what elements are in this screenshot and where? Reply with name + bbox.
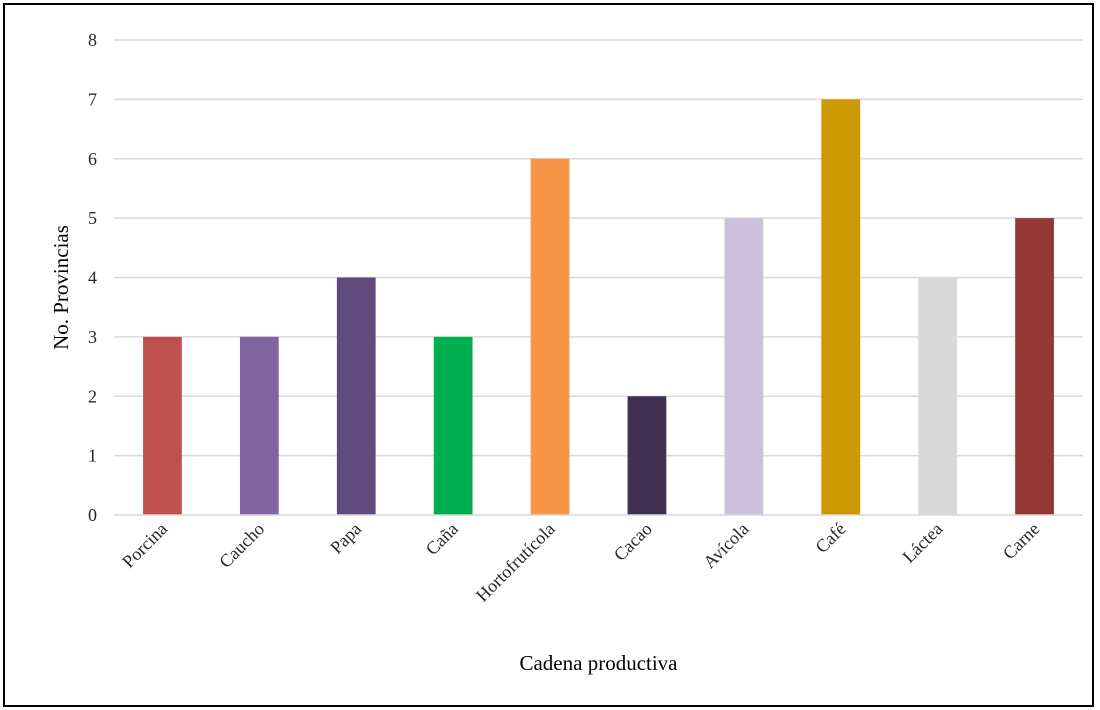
bar-0	[143, 336, 182, 515]
bar-8	[918, 277, 958, 515]
x-tick-label-9: Carne	[999, 519, 1044, 564]
x-axis-tick-labels: Porcina Caucho Papa Caña Hortofrutícola Cacao…	[118, 519, 1043, 606]
y-tick-label-3: 3	[88, 327, 97, 347]
y-tick-label-7: 7	[88, 89, 97, 109]
y-tick-label-4: 4	[88, 268, 97, 288]
y-axis-tick-labels: 0 1 2 3 4 5 6 7 8	[88, 30, 97, 525]
y-tick-label-1: 1	[88, 446, 97, 466]
x-tick-label-3: Caña	[422, 519, 462, 559]
bars	[143, 99, 1054, 515]
y-tick-label-0: 0	[88, 505, 97, 525]
bar-5	[627, 396, 667, 515]
x-tick-label-8: Láctea	[898, 519, 946, 567]
y-tick-label-8: 8	[88, 30, 97, 50]
bar-4	[530, 158, 570, 515]
x-axis-title: Cadena productiva	[519, 651, 678, 675]
bar-6	[724, 218, 764, 515]
bar-7	[821, 99, 861, 515]
bar-9	[1015, 218, 1054, 515]
bar-1	[239, 336, 279, 515]
y-axis-title: No. Provincias	[49, 225, 73, 350]
x-tick-label-6: Avícola	[699, 519, 752, 572]
y-tick-label-2: 2	[88, 386, 97, 406]
x-tick-label-2: Papa	[326, 519, 365, 558]
x-tick-label-4: Hortofrutícola	[472, 519, 559, 606]
x-tick-label-7: Café	[811, 519, 849, 557]
y-tick-label-6: 6	[88, 149, 97, 169]
y-tick-label-5: 5	[88, 208, 97, 228]
bar-3	[433, 336, 473, 515]
bar-2	[336, 277, 376, 515]
x-tick-label-0: Porcina	[118, 519, 171, 572]
x-tick-label-1: Caucho	[215, 519, 268, 572]
x-tick-label-5: Cacao	[610, 519, 656, 565]
